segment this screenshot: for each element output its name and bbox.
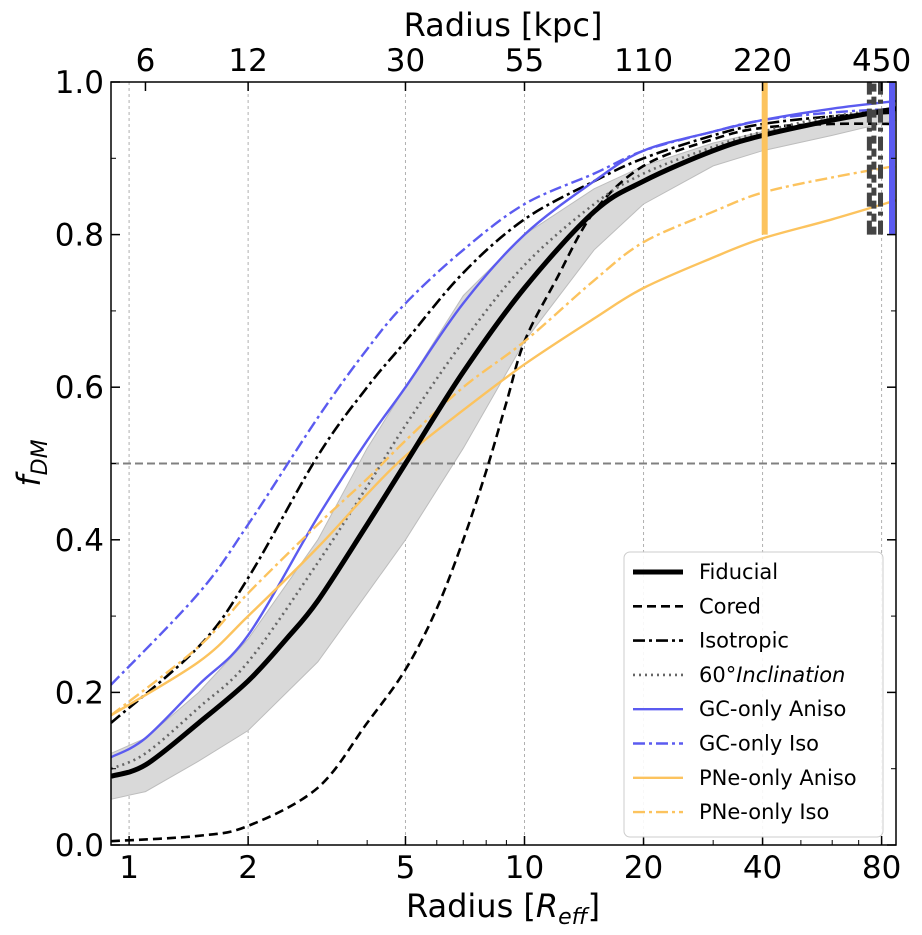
legend-label-4: GC-only Aniso — [699, 697, 846, 721]
tick-layer: 1 2 5 10 20 40 800.00.20.40.60.81.06 12 30 55 110 2… — [55, 43, 911, 886]
fiducial-uncertainty-band — [111, 111, 896, 800]
x-axis-title-text: Radius [ — [406, 887, 536, 925]
series-line-2 — [111, 111, 896, 724]
legend-label-0: Fiducial — [699, 560, 778, 584]
top-tick-label-1: 12 — [228, 43, 267, 79]
legend-label-3: 60°Inclination — [699, 663, 845, 687]
band-layer — [111, 111, 896, 800]
legend-label-text-4: GC-only Aniso — [699, 697, 846, 721]
series-line-3 — [111, 107, 896, 770]
series-line-6 — [111, 199, 896, 717]
legend-items: Fiducial Cored Isotropic 60°Inclination GC-o… — [633, 560, 857, 824]
y-tick-label-4: 0.8 — [55, 218, 104, 254]
top-tick-label-5: 220 — [733, 43, 792, 79]
x-tick-label-6: 80 — [862, 850, 901, 886]
x-tick-label-2: 5 — [396, 850, 416, 886]
x-tick-label-1: 2 — [238, 850, 258, 886]
y-tick-label-3: 0.6 — [55, 370, 104, 406]
legend-label-6: PNe-only Aniso — [699, 766, 857, 790]
y-tick-label-0: 0.0 — [55, 828, 104, 864]
x-axis-title-symbol: R — [536, 887, 558, 925]
legend-label-text-1: Cored — [699, 594, 761, 618]
x-tick-label-5: 40 — [743, 850, 782, 886]
legend-label-7: PNe-only Iso — [699, 800, 829, 824]
legend-label-italic-3: Inclination — [736, 663, 845, 687]
x-tick-label-0: 1 — [119, 850, 139, 886]
legend-label-text-5: GC-only Iso — [699, 732, 819, 756]
x-tick-label-3: 10 — [505, 850, 544, 886]
series-line-0 — [111, 106, 896, 779]
legend: Fiducial Cored Isotropic 60°Inclination GC-o… — [623, 551, 884, 838]
top-tick-label-3: 55 — [505, 43, 544, 79]
top-tick-label-2: 30 — [386, 43, 425, 79]
x-axis-title-end: ] — [588, 887, 600, 925]
x-tick-label-4: 20 — [624, 850, 663, 886]
series-line-7 — [111, 164, 896, 717]
y-axis-title-subscript: DM — [28, 439, 53, 475]
top-tick-label-6: 450 — [852, 43, 911, 79]
series-line-5 — [111, 107, 896, 686]
legend-label-text-6: PNe-only Aniso — [699, 766, 857, 790]
legend-label-1: Cored — [699, 594, 761, 618]
legend-label-text-2: Isotropic — [699, 629, 789, 653]
x-axis-title: Radius [Reff] — [406, 887, 600, 930]
y-tick-label-5: 1.0 — [55, 65, 104, 101]
legend-label-text-0: Fiducial — [699, 560, 778, 584]
legend-label-text-7: PNe-only Iso — [699, 800, 829, 824]
x-axis-title-subscript: eff — [558, 905, 590, 930]
series-layer — [111, 99, 896, 843]
top-x-axis-title: Radius [kpc] — [404, 6, 603, 44]
y-tick-label-1: 0.2 — [55, 675, 104, 711]
y-tick-label-2: 0.4 — [55, 523, 104, 559]
top-tick-label-4: 110 — [614, 43, 673, 79]
legend-label-5: GC-only Iso — [699, 732, 819, 756]
legend-frame — [623, 551, 884, 838]
legend-label-text-3: 60° — [699, 663, 736, 687]
top-tick-label-0: 6 — [136, 43, 156, 79]
y-axis-title: fDM — [10, 439, 53, 486]
legend-label-2: Isotropic — [699, 629, 789, 653]
